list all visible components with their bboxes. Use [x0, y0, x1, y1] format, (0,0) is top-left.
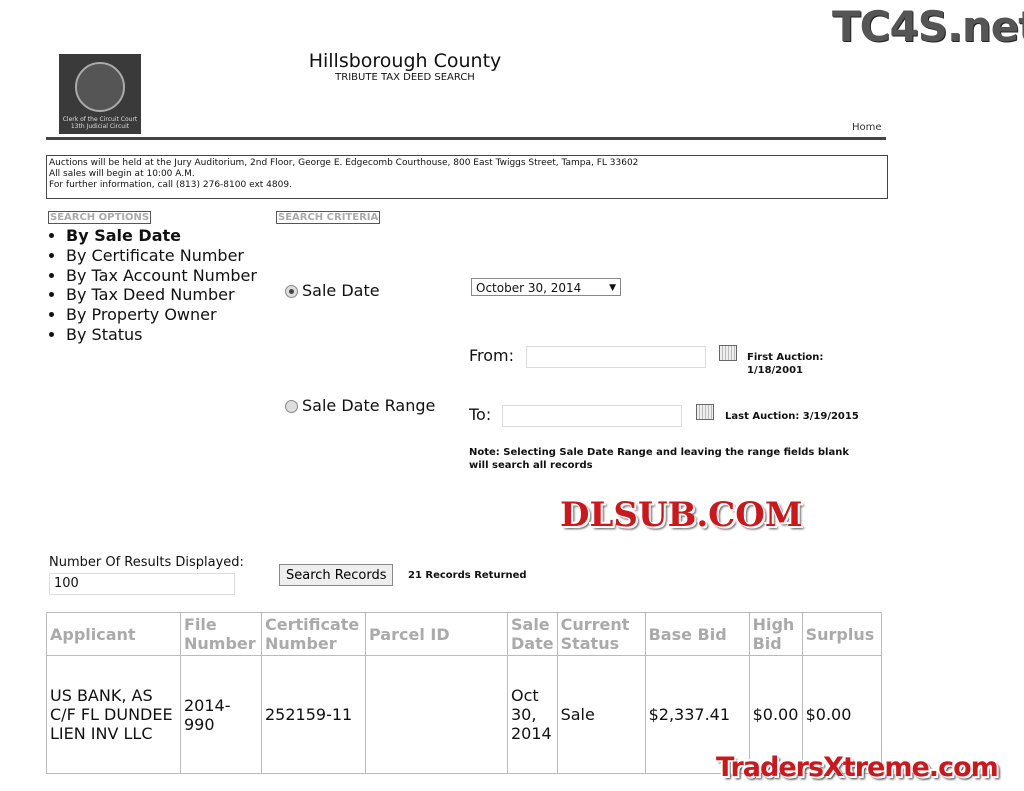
col-high-bid[interactable]: High Bid: [748, 612, 803, 656]
range-note: Note: Selecting Sale Date Range and leav…: [469, 447, 849, 471]
search-options-legend: SEARCH OPTIONS: [48, 211, 152, 224]
tc4s-watermark: TC4S.net: [832, 2, 1024, 51]
logo-text: Clerk of the Circuit Court 13th Judicial…: [62, 116, 138, 130]
col-parcel-id[interactable]: Parcel ID: [365, 612, 508, 656]
from-date-input[interactable]: [526, 346, 706, 368]
auction-notice: Auctions will be held at the Jury Audito…: [46, 155, 888, 199]
option-by-property-owner[interactable]: By Property Owner: [66, 305, 257, 325]
page-title: Hillsborough County: [308, 50, 502, 72]
cell-parcel-id: [365, 655, 508, 774]
cell-sale-date: Oct 30, 2014: [507, 655, 558, 774]
records-returned: 21 Records Returned: [408, 570, 527, 581]
tradersxtreme-watermark: TradersXtreme.com: [716, 752, 999, 783]
col-file-number[interactable]: File Number: [180, 612, 262, 656]
sale-date-value: October 30, 2014: [476, 281, 582, 295]
col-surplus[interactable]: Surplus: [801, 612, 882, 656]
notice-line: All sales will begin at 10:00 A.M.: [49, 169, 195, 179]
cell-base-bid: $2,337.41: [644, 655, 750, 774]
results-count-input[interactable]: 100: [49, 573, 235, 595]
search-criteria-legend: SEARCH CRITERIA: [276, 211, 381, 224]
option-by-status[interactable]: By Status: [66, 325, 257, 345]
last-auction: Last Auction: 3/19/2015: [725, 411, 859, 422]
first-auction: First Auction: 1/18/2001: [747, 352, 824, 376]
cell-applicant: US BANK, AS C/F FL DUNDEE LIEN INV LLC: [46, 655, 181, 774]
option-by-tax-deed-number[interactable]: By Tax Deed Number: [66, 285, 257, 305]
sale-date-radio[interactable]: Sale Date: [285, 281, 380, 300]
notice-line: For further information, call (813) 276-…: [49, 180, 292, 190]
radio-unselected-icon[interactable]: [285, 400, 298, 413]
clerk-logo: Clerk of the Circuit Court 13th Judicial…: [59, 54, 141, 134]
cell-surplus: $0.00: [801, 655, 882, 774]
results-count-label: Number Of Results Displayed:: [49, 555, 244, 570]
from-label: From:: [469, 346, 515, 365]
dropdown-arrow-icon: ▼: [609, 283, 616, 293]
sale-date-range-radio[interactable]: Sale Date Range: [285, 396, 435, 415]
col-sale-date[interactable]: Sale Date: [507, 612, 558, 656]
sale-date-label: Sale Date: [302, 281, 380, 300]
option-by-certificate-number[interactable]: By Certificate Number: [66, 246, 257, 266]
cell-high-bid: $0.00: [748, 655, 803, 774]
calendar-icon[interactable]: [696, 404, 714, 420]
col-base-bid[interactable]: Base Bid: [644, 612, 750, 656]
col-current-status[interactable]: Current Status: [556, 612, 646, 656]
col-applicant[interactable]: Applicant: [46, 612, 181, 656]
table-row[interactable]: US BANK, AS C/F FL DUNDEE LIEN INV LLC 2…: [46, 655, 882, 774]
cell-current-status: Sale: [556, 655, 646, 774]
sale-date-select[interactable]: October 30, 2014 ▼: [471, 278, 621, 296]
sale-date-range-label: Sale Date Range: [302, 396, 436, 415]
radio-selected-icon[interactable]: [285, 285, 298, 298]
notice-line: Auctions will be held at the Jury Audito…: [49, 158, 639, 168]
col-certificate-number[interactable]: Certificate Number: [261, 612, 366, 656]
dlsub-watermark: DLSUB.COM: [560, 495, 803, 535]
cell-file-number: 2014-990: [180, 655, 262, 774]
table-header-row: Applicant File Number Certificate Number…: [46, 612, 882, 656]
option-by-tax-account-number[interactable]: By Tax Account Number: [66, 266, 257, 286]
cell-certificate-number: 252159-11: [261, 655, 366, 774]
divider: [46, 137, 886, 140]
search-records-button[interactable]: Search Records: [279, 564, 394, 586]
to-label: To:: [469, 405, 492, 424]
option-by-sale-date[interactable]: By Sale Date: [66, 226, 257, 246]
to-date-input[interactable]: [502, 405, 682, 427]
calendar-icon[interactable]: [719, 345, 737, 361]
home-link[interactable]: Home: [852, 122, 882, 133]
page-subtitle: TRIBUTE TAX DEED SEARCH: [335, 72, 475, 83]
search-options-list: By Sale Date By Certificate Number By Ta…: [44, 226, 257, 345]
results-table: Applicant File Number Certificate Number…: [46, 612, 882, 774]
